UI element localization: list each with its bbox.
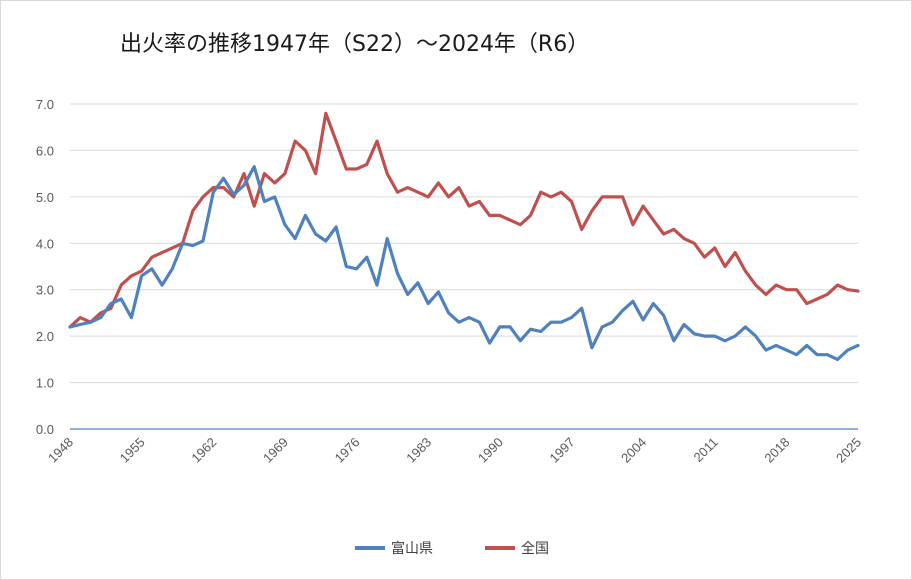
- legend-label-national: 全国: [521, 540, 549, 557]
- x-tick-label: 1969: [260, 435, 291, 466]
- y-tick-label: 1.0: [36, 376, 54, 391]
- legend-label-toyama: 富山県: [391, 540, 433, 557]
- y-tick-label: 3.0: [36, 283, 54, 298]
- y-tick-label: 0.0: [36, 422, 54, 437]
- x-tick-label: 1962: [188, 435, 219, 466]
- x-tick-label: 1983: [403, 435, 434, 466]
- series-line-toyama: [68, 165, 860, 361]
- x-tick-label: 2025: [833, 435, 864, 466]
- y-tick-label: 6.0: [36, 143, 54, 158]
- x-tick-label: 2011: [690, 435, 720, 465]
- x-tick-label: 1948: [45, 435, 76, 466]
- y-tick-label: 5.0: [36, 190, 54, 205]
- y-tick-label: 2.0: [36, 329, 54, 344]
- chart-title: 出火率の推移1947年（S22）～2024年（R6）: [120, 32, 590, 57]
- series-line-national: [68, 111, 860, 329]
- y-tick-label: 4.0: [36, 236, 54, 251]
- y-tick-label: 7.0: [36, 97, 54, 112]
- x-tick-label: 1955: [117, 435, 148, 466]
- legend: 富山県 全国: [355, 540, 549, 557]
- x-tick-label: 2004: [618, 435, 649, 466]
- x-tick-label: 2018: [761, 435, 792, 466]
- x-tick-label: 1990: [475, 435, 506, 466]
- x-tick-label: 1976: [332, 435, 363, 466]
- x-tick-label: 1997: [547, 435, 578, 466]
